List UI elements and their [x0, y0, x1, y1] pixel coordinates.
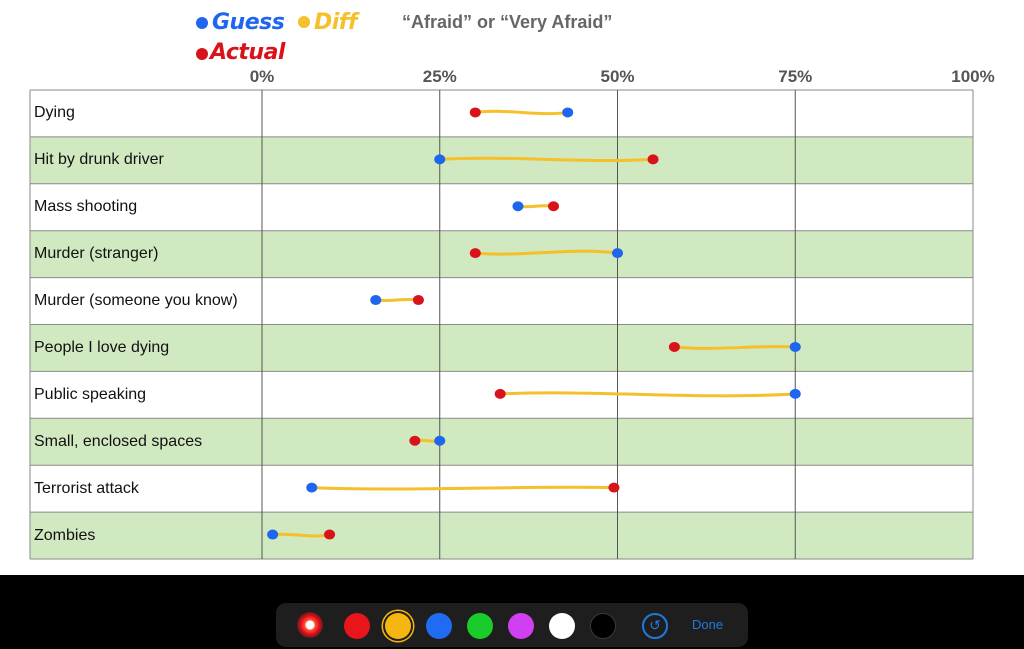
color-swatch-red[interactable] [344, 613, 370, 639]
diff-line [310, 485, 616, 491]
diff-line [374, 297, 420, 303]
grid-lines [29, 89, 974, 560]
guess-point [267, 529, 279, 540]
row-label: Hit by drunk driver [34, 151, 164, 169]
row-band [30, 90, 973, 137]
row-band [30, 512, 973, 559]
actual-point [412, 295, 424, 306]
row-label: People I love dying [34, 338, 170, 356]
x-tick-label: 50% [600, 67, 635, 86]
guess-point [306, 482, 318, 493]
row-label: Zombies [34, 526, 96, 544]
x-tick-label: 100% [951, 67, 995, 86]
actual-point [409, 435, 421, 446]
row-band [30, 277, 973, 325]
chart-marks [267, 107, 801, 540]
chart-title: “Afraid” or “Very Afraid” [402, 12, 613, 32]
legend-actual-label: Actual [210, 40, 285, 65]
row-label: Murder (stranger) [34, 245, 159, 263]
actual-point [548, 201, 560, 212]
guess-point [789, 388, 801, 399]
color-swatch-blue[interactable] [426, 613, 452, 639]
guess-point [562, 107, 574, 118]
actual-point [324, 529, 336, 540]
row-label: Dying [34, 104, 75, 122]
row-label: Mass shooting [34, 198, 138, 216]
guess-point [789, 341, 801, 352]
row-label: Terrorist attack [34, 479, 139, 497]
x-tick-label: 0% [249, 67, 275, 86]
x-tick-label: 75% [778, 67, 813, 86]
color-swatch-black[interactable] [590, 613, 616, 639]
actual-point [469, 107, 481, 118]
chart-canvas [29, 89, 974, 560]
diff-line [473, 109, 570, 116]
row-label: Small, enclosed spaces [34, 432, 203, 450]
guess-point [434, 435, 446, 446]
legend-guess-label: Guess [212, 10, 285, 35]
laser-pointer-tool[interactable] [297, 612, 323, 638]
diff-line [498, 391, 797, 398]
color-swatch-yellow[interactable] [385, 613, 411, 639]
row-band [30, 418, 973, 466]
undo-icon[interactable]: ↺ [642, 613, 668, 639]
actual-point [494, 388, 506, 399]
actual-point [668, 341, 680, 352]
actual-point [647, 154, 659, 165]
row-band [30, 136, 973, 184]
legend-guess-swatch [196, 17, 208, 29]
row-band [30, 324, 973, 372]
legend-diff-label: Diff [314, 10, 357, 35]
row-bands [30, 90, 973, 559]
guess-point [370, 295, 382, 306]
row-label: Public speaking [34, 385, 147, 403]
legend-actual-swatch [196, 48, 208, 60]
x-tick-label: 25% [422, 67, 457, 86]
guess-point [434, 154, 446, 165]
color-swatch-green[interactable] [467, 613, 493, 639]
diff-line [438, 156, 655, 163]
diff-line [271, 532, 332, 538]
done-button[interactable]: Done [692, 617, 724, 632]
diff-line [672, 345, 797, 350]
guess-point [612, 248, 623, 259]
color-swatch-purple[interactable] [508, 613, 534, 639]
color-swatch-white[interactable] [549, 613, 575, 639]
legend-diff-swatch [298, 16, 310, 28]
diff-line [473, 249, 619, 256]
row-label: Murder (someone you know) [34, 292, 238, 310]
guess-point [512, 201, 524, 212]
actual-point [469, 248, 481, 259]
row-band [30, 183, 973, 231]
actual-point [608, 482, 620, 493]
